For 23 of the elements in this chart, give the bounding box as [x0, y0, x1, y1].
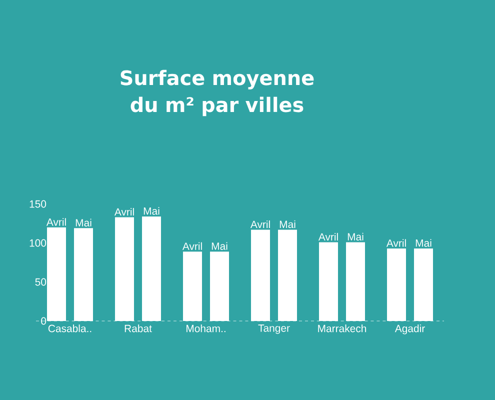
text: Mai: [416, 239, 432, 247]
text: Mai: [212, 242, 228, 250]
y-tick-label: 0: [41, 317, 46, 325]
text: Avril: [250, 220, 270, 228]
text: Mai: [280, 220, 296, 228]
y-tick-label: 100: [30, 239, 46, 247]
series-label: Mai: [76, 218, 92, 226]
x-tick-label: Agadir: [394, 324, 425, 334]
text: Mai: [348, 232, 364, 241]
x-tick-label: Rabat: [124, 324, 152, 332]
chart-title: Surface moyenne du m² par villes: [120, 70, 314, 116]
y-tick-label: 50: [35, 278, 46, 286]
series-label: Avril: [114, 208, 134, 216]
text: Mai: [144, 207, 160, 215]
x-tick-label: Casabla..: [48, 324, 92, 332]
text: Avril: [318, 232, 338, 241]
x-tick-label: Moham..: [186, 324, 226, 332]
y-tick-label: 150: [30, 200, 46, 208]
text: Avril: [386, 239, 406, 247]
x-tick-label: Tanger: [258, 324, 290, 334]
text: Avril: [182, 242, 202, 250]
text: Avril: [46, 218, 66, 226]
x-tick-label: Marrakech: [318, 324, 366, 332]
